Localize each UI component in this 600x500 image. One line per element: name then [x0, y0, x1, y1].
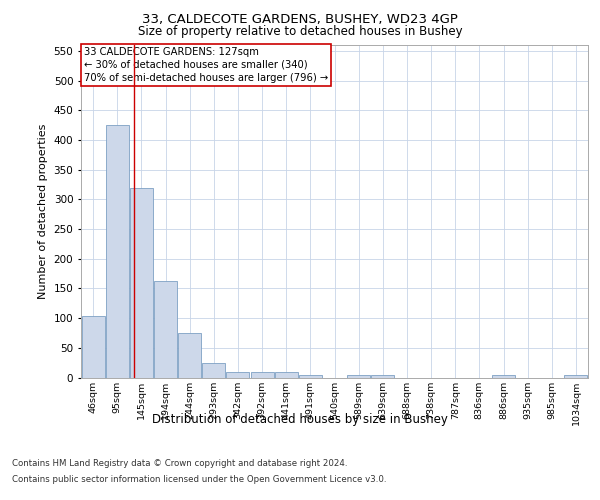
Bar	[251, 372, 274, 378]
Y-axis label: Number of detached properties: Number of detached properties	[38, 124, 48, 299]
Bar	[371, 374, 394, 378]
Bar	[275, 372, 298, 378]
Text: 33 CALDECOTE GARDENS: 127sqm
← 30% of detached houses are smaller (340)
70% of s: 33 CALDECOTE GARDENS: 127sqm ← 30% of de…	[83, 46, 328, 83]
Bar	[106, 125, 128, 378]
Bar	[130, 188, 153, 378]
Bar	[347, 374, 370, 378]
Bar	[565, 374, 587, 378]
Bar	[202, 362, 225, 378]
Text: Contains public sector information licensed under the Open Government Licence v3: Contains public sector information licen…	[12, 475, 386, 484]
Text: 33, CALDECOTE GARDENS, BUSHEY, WD23 4GP: 33, CALDECOTE GARDENS, BUSHEY, WD23 4GP	[142, 12, 458, 26]
Bar	[226, 372, 250, 378]
Bar	[154, 280, 177, 378]
Text: Distribution of detached houses by size in Bushey: Distribution of detached houses by size …	[152, 412, 448, 426]
Bar	[299, 374, 322, 378]
Text: Contains HM Land Registry data © Crown copyright and database right 2024.: Contains HM Land Registry data © Crown c…	[12, 458, 347, 468]
Text: Size of property relative to detached houses in Bushey: Size of property relative to detached ho…	[137, 25, 463, 38]
Bar	[82, 316, 104, 378]
Bar	[492, 374, 515, 378]
Bar	[178, 333, 201, 378]
